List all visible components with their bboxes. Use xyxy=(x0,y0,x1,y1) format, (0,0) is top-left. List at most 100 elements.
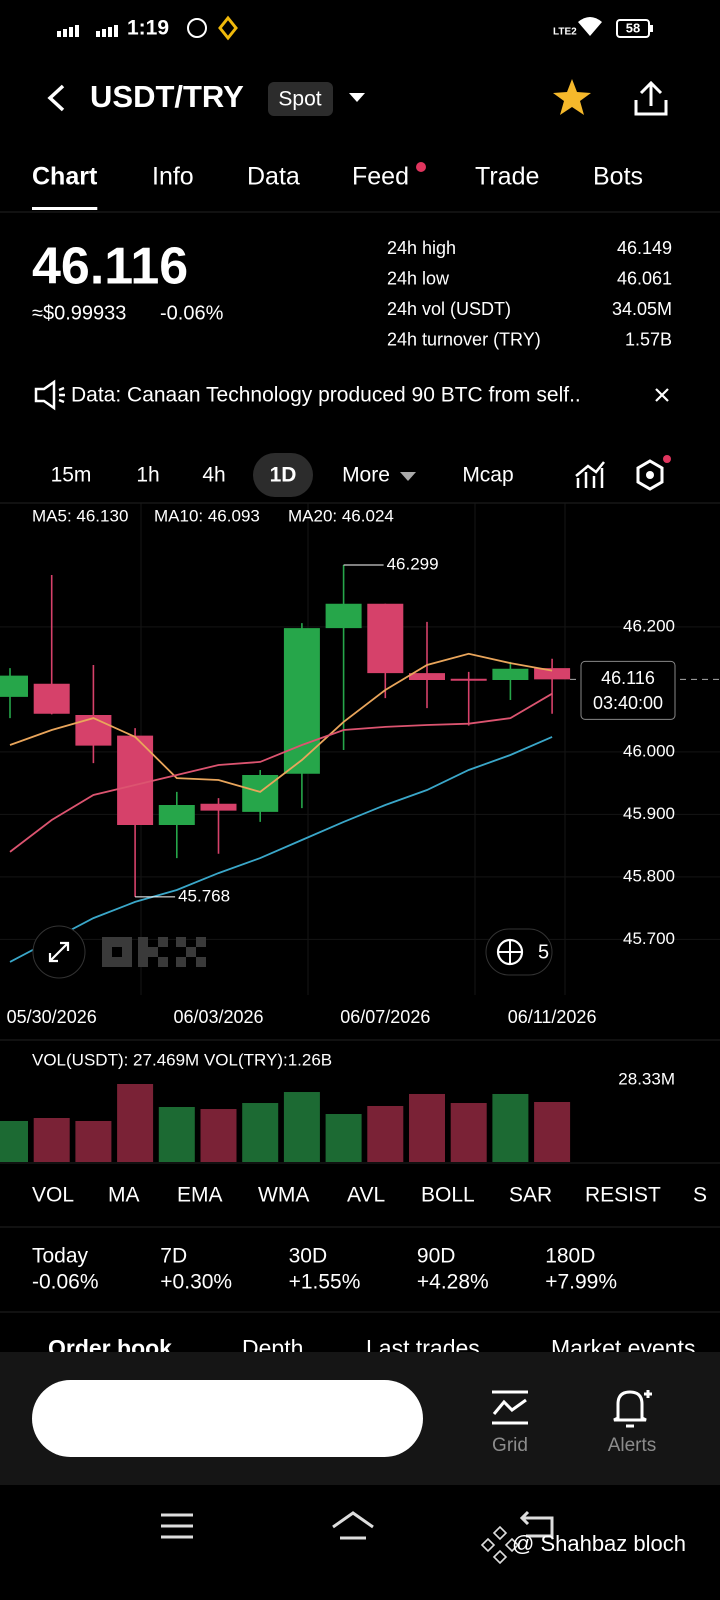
volume-bar xyxy=(242,1103,279,1162)
grid-icon[interactable] xyxy=(492,1390,528,1425)
interval[interactable]: 1D xyxy=(270,464,297,487)
tab[interactable]: Chart xyxy=(32,163,98,191)
interval[interactable]: 15m xyxy=(51,464,92,487)
price-change: -0.06% xyxy=(160,302,224,324)
indicator-tab[interactable]: BOLL xyxy=(421,1184,475,1207)
x-tick-label: 06/11/2026 xyxy=(508,1007,597,1027)
candle-body xyxy=(450,678,487,681)
last-price: 46.116 xyxy=(32,238,188,296)
ma-legend: MA5: 46.130 xyxy=(32,506,128,525)
candle-body xyxy=(409,673,445,680)
trade-button-label[interactable]: Trade xyxy=(196,1405,260,1432)
period-change: -0.06% xyxy=(32,1271,99,1294)
candle-body xyxy=(158,805,195,825)
market-pill xyxy=(268,82,333,116)
alerts-icon[interactable] xyxy=(613,1390,652,1428)
settings-dot xyxy=(663,455,671,463)
indicator-tab[interactable]: EMA xyxy=(177,1184,223,1207)
stats: 24h high 46.149 24h low 46.061 24h vol (USDT… xyxy=(387,238,672,350)
period-label: 7D xyxy=(160,1245,187,1268)
candle-body xyxy=(242,775,279,812)
y-tick-label: 46.000 xyxy=(623,741,675,760)
stat-value: 46.149 xyxy=(617,238,672,258)
intervals: 15m 1h 4h 1D More Mcap xyxy=(51,464,514,487)
period-change: +1.55% xyxy=(289,1271,361,1294)
indicator-button[interactable] xyxy=(575,461,605,488)
period-label: 30D xyxy=(289,1245,328,1268)
tab[interactable]: Info xyxy=(152,163,194,191)
performance: Today -0.06% 7D +0.30% 30D +1.55% 90D +4.28% 180… xyxy=(32,1245,617,1294)
candle-body xyxy=(492,668,529,680)
volume-chart: VOL(USDT): 27.469M VOL(TRY):1.26B 28.33M xyxy=(0,1050,675,1162)
interval[interactable]: More xyxy=(342,464,390,487)
price-chart: 45.700 45.800 45.900 46.000 46.200 MA5: 46.13… xyxy=(0,506,720,1027)
countdown: 03:40:00 xyxy=(593,693,663,713)
nav-bar xyxy=(161,1510,554,1540)
interval[interactable]: Mcap xyxy=(462,464,513,487)
volume-tick-label: 28.33M xyxy=(618,1069,675,1088)
news-close[interactable] xyxy=(655,388,669,402)
period-change: +0.30% xyxy=(160,1271,232,1294)
news-headline[interactable]: Data: Canaan Technology produced 90 BTC … xyxy=(71,384,581,407)
indicator-tab[interactable]: WMA xyxy=(258,1184,309,1207)
volume-bar xyxy=(367,1105,404,1162)
volume-bar xyxy=(409,1093,445,1162)
indicator-tab[interactable]: SAR xyxy=(509,1184,552,1207)
volume-bar xyxy=(200,1109,237,1162)
x-tick-label: 06/03/2026 xyxy=(173,1007,263,1027)
period-label: 180D xyxy=(545,1245,595,1268)
stat-label: 24h low xyxy=(387,268,450,288)
last-price-tag xyxy=(580,660,676,720)
ma-line xyxy=(9,692,553,853)
tab[interactable]: Bots xyxy=(593,163,643,191)
alerts-label[interactable]: Alerts xyxy=(608,1435,657,1456)
period-change: +4.28% xyxy=(417,1271,489,1294)
candle-body xyxy=(200,803,237,811)
indicator-tab[interactable]: AVL xyxy=(347,1184,385,1207)
volume-bar xyxy=(117,1083,154,1162)
volume-bar xyxy=(75,1120,112,1162)
indicator-tab[interactable]: MA xyxy=(108,1184,140,1207)
candle-body xyxy=(367,603,404,674)
settings-button[interactable] xyxy=(636,459,664,491)
feed-dot xyxy=(416,162,426,172)
tabs: Chart Info Data Feed Trade Bots xyxy=(32,163,643,210)
trade-button[interactable] xyxy=(32,1380,423,1457)
candle-body xyxy=(75,715,112,746)
volume-bar xyxy=(450,1103,487,1162)
candle-body xyxy=(33,683,70,714)
period-label: Today xyxy=(32,1245,89,1268)
volume-bar xyxy=(158,1107,195,1162)
indicator-tab[interactable]: VOL xyxy=(32,1184,74,1207)
volume-bar xyxy=(33,1118,70,1162)
stat-label: 24h turnover (TRY) xyxy=(387,329,541,349)
ma-line xyxy=(9,652,553,793)
tab[interactable]: Feed xyxy=(352,163,409,191)
y-tick-label: 45.700 xyxy=(623,929,675,948)
candle-body xyxy=(0,675,28,697)
ma-line xyxy=(9,736,553,963)
favorite-star[interactable] xyxy=(553,79,591,115)
pair-dropdown[interactable] xyxy=(349,93,365,102)
indicator-tab[interactable]: RESIST xyxy=(585,1184,661,1207)
y-tick-label: 46.200 xyxy=(623,616,675,635)
more-caret[interactable] xyxy=(400,472,416,481)
back-button[interactable] xyxy=(47,84,65,112)
period-label: 90D xyxy=(417,1245,456,1268)
x-tick-label: 05/30/2026 xyxy=(7,1007,97,1027)
interval[interactable]: 4h xyxy=(202,464,225,487)
grid-label[interactable]: Grid xyxy=(492,1435,528,1456)
indicator-tab[interactable]: S xyxy=(693,1184,707,1207)
interval[interactable]: 1h xyxy=(136,464,159,487)
watermark-logo xyxy=(480,1525,520,1565)
tab[interactable]: Trade xyxy=(475,163,539,191)
candle-body xyxy=(534,668,571,680)
ma-legend: MA20: 46.024 xyxy=(288,506,394,525)
share-button[interactable] xyxy=(634,80,668,116)
tab[interactable]: Data xyxy=(247,163,300,191)
tab-indicator xyxy=(32,207,98,210)
volume-bar xyxy=(492,1093,529,1162)
pair[interactable]: USDT/TRY xyxy=(90,79,244,114)
